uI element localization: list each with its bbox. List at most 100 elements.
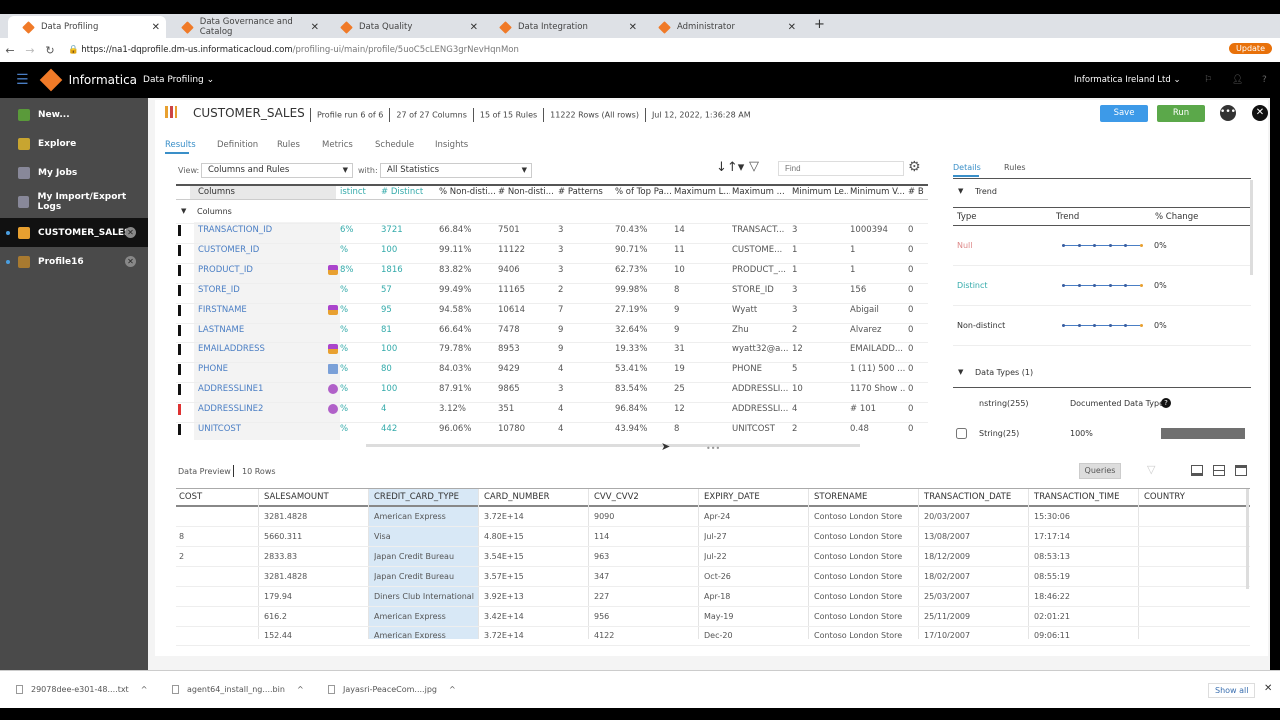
preview-column-header[interactable]: CARD_NUMBER [484, 492, 550, 502]
column-name-link[interactable]: CUSTOMER_ID [198, 244, 260, 255]
tab-insights[interactable]: Insights [435, 140, 469, 150]
reload-icon[interactable]: ↻ [45, 43, 55, 57]
chevron-up-icon[interactable]: ^ [140, 685, 148, 694]
column-header[interactable]: Maximum L... [674, 187, 730, 197]
more-icon[interactable]: ••• [1220, 105, 1236, 121]
details-scrollbar[interactable] [1250, 180, 1253, 275]
chevron-up-icon[interactable]: ^ [448, 685, 456, 694]
column-header[interactable]: # Non-disti... [498, 187, 554, 197]
show-all-button[interactable]: Show all [1208, 683, 1256, 698]
user-icon[interactable]: 👤︎ [1232, 75, 1244, 85]
tab-metrics[interactable]: Metrics [322, 140, 353, 150]
sidebar-item-customer-sales[interactable]: CUSTOMER_SALES ✕ [0, 218, 148, 247]
tab-rules[interactable]: Rules [277, 140, 300, 150]
column-name-link[interactable]: UNITCOST [198, 424, 241, 434]
new-tab-button[interactable]: + [814, 17, 825, 32]
download-item[interactable]: 29078dee-e301-48....txt ^ [16, 685, 147, 694]
preview-column-header[interactable]: TRANSACTION_DATE [924, 492, 1012, 502]
collapse-icon[interactable]: ▼ [958, 187, 964, 195]
column-header[interactable]: # Distinct [381, 187, 424, 197]
module-switcher[interactable]: Data Profiling ⌄ [143, 75, 215, 85]
help-icon[interactable]: ? [1161, 398, 1171, 408]
tab-definition[interactable]: Definition [217, 140, 259, 150]
save-button[interactable]: Save [1100, 105, 1148, 122]
column-name-link[interactable]: FIRSTNAME [198, 304, 247, 315]
sidebar-item-explore[interactable]: Explore [0, 129, 148, 158]
column-name-link[interactable]: EMAILADDRESS [198, 344, 265, 355]
download-item[interactable]: Jayasri-PeaceCom....jpg ^ [328, 685, 456, 694]
sidebar-item-my-import-export-logs[interactable]: My Import/Export Logs [0, 187, 148, 216]
close-tab-icon[interactable]: ✕ [310, 21, 319, 33]
sidebar-item-profile16[interactable]: Profile16 ✕ [0, 247, 148, 276]
layout-top-icon[interactable] [1235, 465, 1247, 476]
sidebar-item-new[interactable]: New... [0, 100, 148, 129]
close-tab-icon[interactable]: ✕ [628, 21, 637, 33]
find-input[interactable] [778, 161, 904, 176]
column-header[interactable]: Columns [198, 187, 235, 197]
splitter-handle[interactable]: ••• [706, 444, 721, 453]
statistics-select[interactable]: All Statistics ▼ [380, 163, 532, 178]
org-switcher[interactable]: Informatica Ireland Ltd ⌄ [1074, 75, 1181, 85]
close-tab-icon[interactable]: ✕ [469, 21, 478, 33]
menu-icon[interactable]: ☰ [16, 72, 29, 88]
results-scrollbar[interactable] [366, 444, 860, 447]
browser-tab[interactable]: Administrator ✕ [644, 16, 802, 38]
column-name-link[interactable]: ADDRESSLINE2 [198, 404, 264, 415]
browser-tab[interactable]: Data Profiling ✕ [8, 16, 166, 38]
browser-tab[interactable]: Data Quality ✕ [326, 16, 484, 38]
column-header[interactable]: % of Top Pa... [615, 187, 671, 197]
column-name-link[interactable]: LASTNAME [198, 324, 245, 335]
download-item[interactable]: agent64_install_ng....bin ^ [172, 685, 304, 694]
column-name-link[interactable]: PRODUCT_ID [198, 264, 253, 275]
details-tab-details[interactable]: Details [953, 163, 981, 172]
sidebar-item-my-jobs[interactable]: My Jobs [0, 158, 148, 187]
column-header[interactable]: % Non-disti... [439, 187, 495, 197]
browser-tab[interactable]: Data Governance and Catalog ✕ [167, 16, 325, 38]
column-name-link[interactable]: ADDRESSLINE1 [198, 384, 264, 395]
filter-icon[interactable]: ▽ [749, 159, 759, 174]
column-header[interactable]: Maximum ... [732, 187, 785, 197]
settings-gear-icon[interactable]: ⚙ [908, 159, 921, 175]
preview-column-header[interactable]: CREDIT_CARD_TYPE [374, 492, 460, 502]
tab-results[interactable]: Results [165, 140, 196, 150]
browser-tab[interactable]: Data Integration ✕ [485, 16, 643, 38]
flag-icon[interactable]: ⚐ [1204, 75, 1213, 85]
preview-filter-icon[interactable]: ▽ [1147, 463, 1156, 476]
close-icon[interactable]: ✕ [125, 227, 136, 238]
column-header[interactable]: Minimum Le... [792, 187, 848, 197]
help-icon[interactable]: ? [1262, 75, 1267, 85]
preview-column-header[interactable]: STORENAME [814, 492, 868, 502]
column-header[interactable]: # Bl [908, 187, 924, 197]
queries-button[interactable]: Queries [1079, 463, 1121, 479]
collapse-icon[interactable]: ▼ [181, 207, 187, 215]
preview-scrollbar[interactable] [1246, 489, 1249, 589]
update-button[interactable]: Update [1229, 43, 1272, 54]
data-type-checkbox[interactable] [956, 428, 967, 439]
layout-split-icon[interactable] [1213, 465, 1225, 476]
close-downloads-icon[interactable]: ✕ [1264, 683, 1273, 694]
details-tab-rules[interactable]: Rules [1004, 163, 1026, 172]
column-name-link[interactable]: TRANSACTION_ID [198, 225, 273, 235]
url-field[interactable]: 🔒 https://na1-dqprofile.dm-us.informatic… [68, 45, 519, 55]
tab-schedule[interactable]: Schedule [375, 140, 415, 150]
column-header[interactable]: Minimum V... [850, 187, 905, 197]
close-icon[interactable]: ✕ [125, 256, 136, 267]
preview-column-header[interactable]: CVV_CVV2 [594, 492, 639, 502]
preview-column-header[interactable]: EXPIRY_DATE [704, 492, 760, 502]
layout-bottom-icon[interactable] [1191, 465, 1203, 476]
back-icon[interactable]: ← [5, 43, 15, 57]
column-name-link[interactable]: PHONE [198, 364, 228, 375]
close-tab-icon[interactable]: ✕ [151, 21, 160, 33]
preview-column-header[interactable]: COST [179, 492, 203, 502]
column-header[interactable]: # Patterns [558, 187, 603, 197]
column-name-link[interactable]: STORE_ID [198, 284, 240, 295]
column-header[interactable]: istinct [340, 187, 366, 197]
run-button[interactable]: Run [1157, 105, 1205, 122]
sort-icon[interactable]: ↓↑▾ [716, 160, 745, 175]
collapse-icon[interactable]: ▼ [958, 368, 964, 376]
close-tab-icon[interactable]: ✕ [787, 21, 796, 33]
view-select[interactable]: Columns and Rules ▼ [201, 163, 353, 178]
forward-icon[interactable]: → [25, 43, 35, 57]
chevron-up-icon[interactable]: ^ [296, 685, 304, 694]
preview-column-header[interactable]: TRANSACTION_TIME [1034, 492, 1120, 502]
